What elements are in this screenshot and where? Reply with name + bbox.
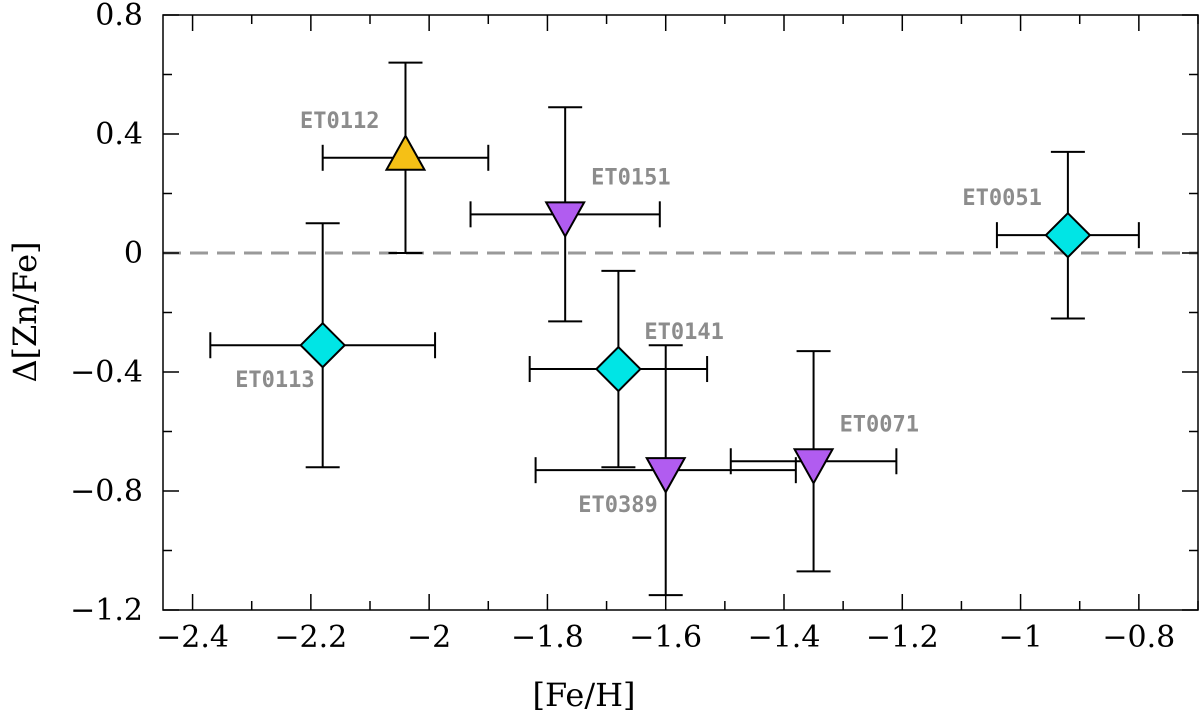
data-point-et0051 <box>995 150 1140 320</box>
axes: −2.4 −2.2 −2 −1.8 −1.6 −1.4 −1.2 −1 −0.8 0.8 0.4 0 −… <box>70 0 1199 655</box>
x-tick-label: −2.4 <box>156 620 229 655</box>
point-label-et0141: ET0141 <box>644 320 723 345</box>
x-tick-label: −1.2 <box>866 620 939 655</box>
diamond-marker <box>1044 211 1092 259</box>
point-labels: ET0112 ET0151 ET0051 ET0113 ET0141 ET0389 ET00… <box>235 109 1042 518</box>
data-point-et0151 <box>469 106 661 323</box>
triangle-up-marker <box>384 133 427 171</box>
triangle-down-marker <box>792 448 835 486</box>
point-label-et0112: ET0112 <box>300 109 379 134</box>
data-point-et0113 <box>209 222 437 469</box>
x-tick-label: −1.8 <box>511 620 584 655</box>
point-label-et0389: ET0389 <box>578 493 657 518</box>
triangle-down-marker <box>544 201 586 239</box>
y-tick-label: −1.2 <box>70 593 143 628</box>
point-label-et0071: ET0071 <box>840 412 919 437</box>
y-tick-label: −0.8 <box>70 474 143 509</box>
diamond-marker <box>299 321 347 369</box>
x-tick-label: −1.6 <box>629 620 702 655</box>
diamond-marker <box>594 345 642 393</box>
y-axis-label: Δ[Zn/Fe] <box>6 241 44 382</box>
data-point-et0141 <box>528 269 709 469</box>
y-tick-label: 0 <box>124 236 143 271</box>
y-tick-label: 0.8 <box>95 0 143 33</box>
x-tick-label: −1 <box>998 620 1042 655</box>
x-axis-label: [Fe/H] <box>532 676 635 714</box>
point-label-et0113: ET0113 <box>235 368 314 393</box>
y-tick-label: 0.4 <box>95 117 143 152</box>
x-tick-label: −2 <box>407 620 451 655</box>
x-tick-label: −1.4 <box>748 620 821 655</box>
data-point-et0389 <box>534 344 797 597</box>
triangle-down-marker <box>645 457 687 495</box>
data-point-et0112 <box>321 61 490 254</box>
data-points <box>209 61 1140 597</box>
y-tick-label: −0.4 <box>70 355 143 390</box>
x-tick-label: −2.2 <box>274 620 347 655</box>
point-label-et0151: ET0151 <box>591 165 670 190</box>
point-label-et0051: ET0051 <box>962 186 1041 211</box>
x-tick-label: −0.8 <box>1102 620 1175 655</box>
data-point-et0071 <box>729 350 898 573</box>
